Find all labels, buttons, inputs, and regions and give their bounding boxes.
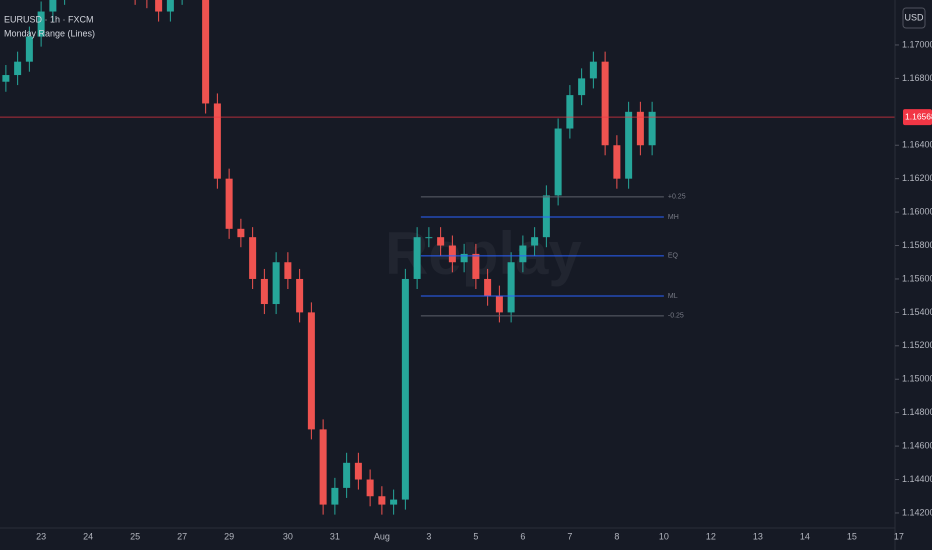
candle-body [413, 237, 421, 279]
candle-body [507, 262, 515, 313]
plot-area [0, 0, 895, 515]
y-tick-label: 1.14400 [902, 474, 932, 484]
x-tick-label: 7 [567, 531, 572, 541]
candle-body [542, 195, 550, 238]
candle-body [213, 103, 221, 179]
x-tick-label: 17 [894, 531, 904, 541]
range-level-label: EQ [668, 253, 679, 260]
range-level-label: +0.25 [668, 194, 686, 201]
candle-body [237, 228, 245, 238]
candle-body [636, 111, 644, 146]
candle-body [284, 262, 292, 279]
chart-title: EURUSD · 1h · FXCM [4, 14, 94, 24]
last-price-tag [903, 109, 932, 126]
x-tick-label: 27 [177, 531, 187, 541]
y-tick-label: 1.14600 [902, 440, 932, 450]
candle-body [2, 75, 10, 82]
candle-body [531, 237, 539, 246]
candle-body [401, 278, 409, 500]
candle-body [225, 178, 233, 229]
x-tick-label: 25 [130, 531, 140, 541]
candle-body [155, 0, 163, 12]
candle-body [448, 245, 456, 263]
range-level-label: MH [668, 214, 679, 221]
x-tick-label: 5 [473, 531, 478, 541]
x-tick-label: 30 [283, 531, 293, 541]
currency-label[interactable]: USD [904, 12, 924, 22]
candle-body [260, 278, 268, 305]
y-tick-label: 1.15600 [902, 273, 932, 283]
x-tick-label: Aug [374, 531, 390, 541]
candle-body [25, 36, 33, 62]
candle-body [354, 462, 362, 480]
y-tick-label: 1.16400 [902, 140, 932, 150]
candle-body [37, 11, 45, 37]
candle-body [14, 61, 22, 76]
x-tick-label: 23 [36, 531, 46, 541]
x-tick-label: 29 [224, 531, 234, 541]
candle-body [648, 111, 656, 146]
candle-body [319, 429, 327, 505]
candle-body [625, 111, 633, 179]
candle-body [296, 278, 304, 313]
candle-body [366, 479, 374, 497]
x-tick-label: 3 [426, 531, 431, 541]
candle-body [437, 237, 445, 246]
candle-body [49, 0, 57, 12]
indicator-name: Monday Range (Lines) [4, 28, 95, 38]
y-tick-label: 1.14800 [902, 407, 932, 417]
currency-button[interactable] [902, 7, 926, 29]
y-tick-label: 1.15200 [902, 340, 932, 350]
x-tick-label: 8 [614, 531, 619, 541]
y-tick-label: 1.15000 [902, 374, 932, 384]
range-level-label: -0.25 [668, 313, 684, 320]
candle-body [307, 312, 315, 430]
candle-body [249, 237, 257, 279]
x-tick-label: 6 [520, 531, 525, 541]
candle-body [613, 145, 621, 179]
candle-body [566, 95, 574, 129]
candle-body [378, 496, 386, 505]
y-tick-label: 1.16800 [902, 73, 932, 83]
last-price-label: 1.16568 [905, 111, 932, 121]
candle-body [519, 245, 527, 263]
x-tick-label: 15 [847, 531, 857, 541]
candle-body [343, 462, 351, 488]
candle-body [460, 253, 468, 263]
range-level-label: ML [668, 293, 678, 300]
x-tick-label: 31 [330, 531, 340, 541]
y-tick-label: 1.15400 [902, 307, 932, 317]
candle-body [166, 0, 174, 12]
y-tick-label: 1.14200 [902, 507, 932, 517]
candle-body [202, 0, 210, 104]
candle-body [601, 61, 609, 146]
candle-body [272, 262, 280, 305]
x-tick-label: 13 [753, 531, 763, 541]
candle-body [589, 61, 597, 79]
candle-body [578, 78, 586, 96]
candle-body [495, 295, 503, 313]
x-tick-label: 24 [83, 531, 93, 541]
candle-body [554, 128, 562, 196]
y-tick-label: 1.16000 [902, 206, 932, 216]
x-tick-label: 14 [800, 531, 810, 541]
candle-body [390, 499, 398, 505]
candle-body [484, 278, 492, 296]
candle-body [331, 487, 339, 505]
x-tick-label: 10 [659, 531, 669, 541]
y-tick-label: 1.16200 [902, 173, 932, 183]
y-tick-label: 1.15800 [902, 240, 932, 250]
y-tick-label: 1.17000 [902, 39, 932, 49]
x-tick-label: 12 [706, 531, 716, 541]
candle-body [425, 237, 433, 239]
candle-body [472, 253, 480, 279]
